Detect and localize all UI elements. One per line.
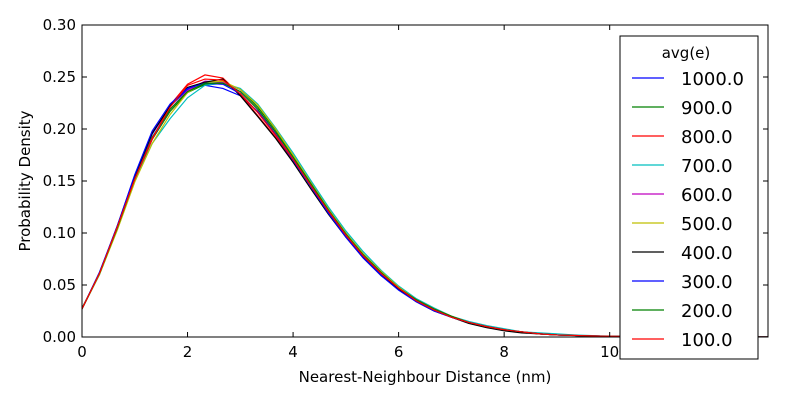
x-tick-label: 0 [77, 343, 87, 361]
x-tick-label: 2 [183, 343, 193, 361]
legend-label: 200.0 [681, 301, 733, 322]
y-tick-label: 0.30 [43, 16, 76, 34]
y-tick-label: 0.10 [43, 224, 76, 242]
legend-label: 300.0 [681, 272, 733, 293]
x-axis-label: Nearest-Neighbour Distance (nm) [299, 368, 552, 386]
legend-label: 100.0 [681, 330, 733, 351]
axes: 0 2 4 6 8 10 0.00 0.05 0.10 0.15 0.20 0.25 0.30 [43, 16, 769, 361]
legend-box [619, 35, 759, 360]
legend-label: 600.0 [681, 185, 733, 206]
y-tick-label: 0.25 [43, 68, 76, 86]
x-tick-label: 6 [394, 343, 404, 361]
legend: avg(e) 1000.0 900.0 800.0 700.0 600.0 500.0 400… [619, 35, 759, 360]
legend-label: 800.0 [681, 127, 733, 148]
y-tick-label: 0.20 [43, 120, 76, 138]
x-tick-label: 4 [288, 343, 298, 361]
legend-label: 900.0 [681, 98, 733, 119]
x-tick-label: 10 [600, 343, 619, 361]
legend-label: 1000.0 [681, 69, 744, 90]
legend-label: 700.0 [681, 156, 733, 177]
x-tick-label: 8 [499, 343, 509, 361]
y-tick-label: 0.05 [43, 276, 76, 294]
legend-label: 400.0 [681, 243, 733, 264]
legend-label: 500.0 [681, 214, 733, 235]
y-tick-label: 0.15 [43, 172, 76, 190]
legend-title: avg(e) [662, 44, 711, 62]
y-axis-label: Probability Density [16, 110, 34, 251]
y-tick-label: 0.00 [43, 328, 76, 346]
